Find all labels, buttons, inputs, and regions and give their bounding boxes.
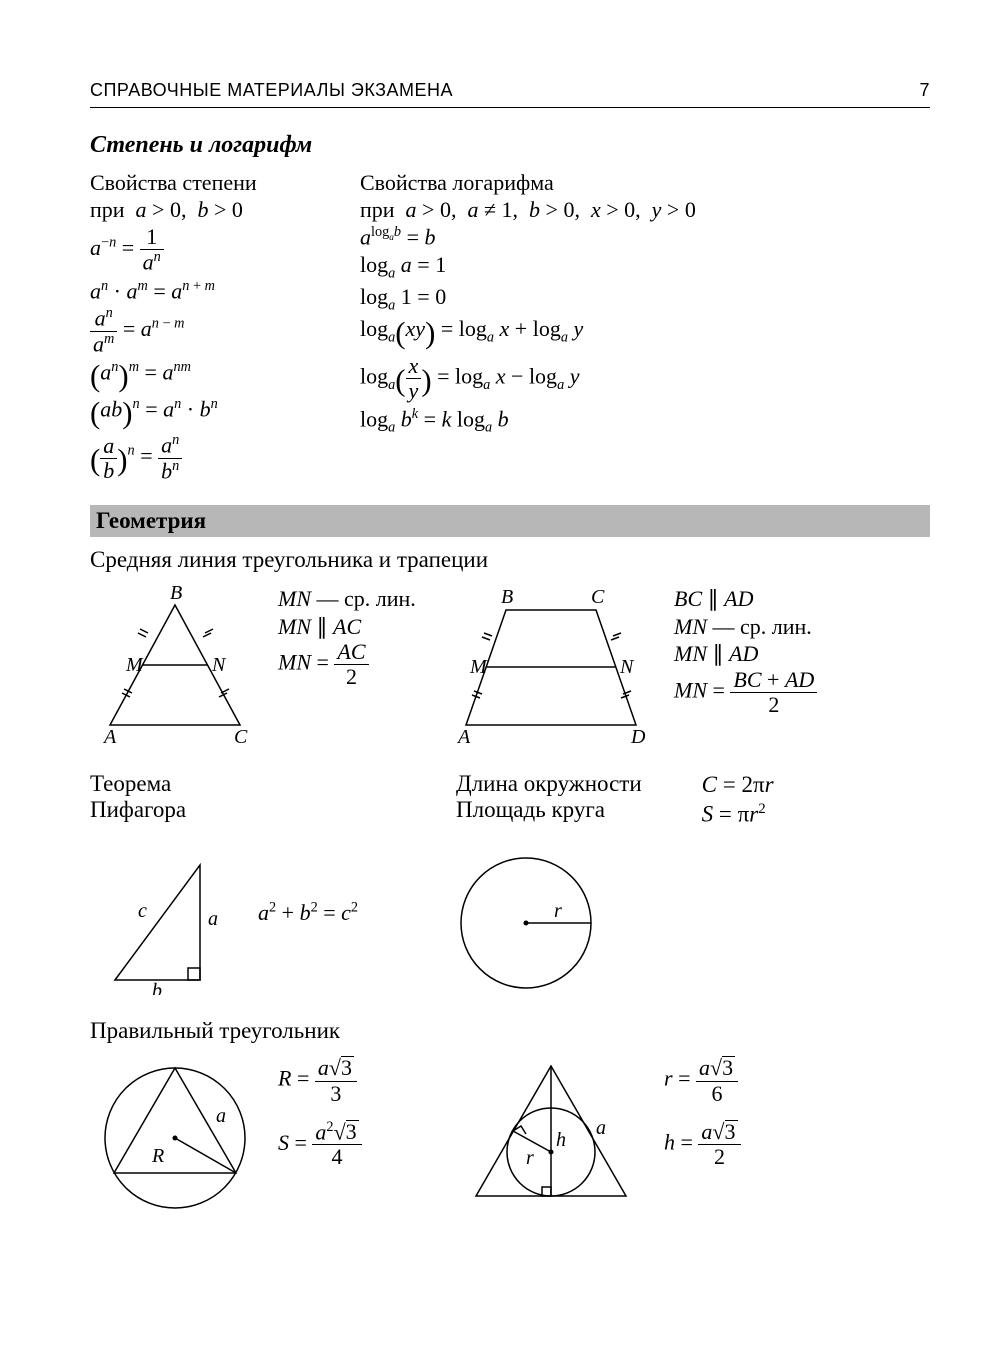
pyth-circle-row: Теорема Пифагора Длина окружности Площад…: [90, 763, 930, 833]
inscribed-figure: hr a: [456, 1056, 646, 1216]
svg-text:D: D: [630, 726, 646, 745]
power-f3: anam = an − m: [90, 306, 330, 356]
trapezoid-midline-text: BC ∥ AD MN — ср. лин. MN ∥ AD MN = BC + …: [674, 585, 817, 717]
svg-text:b: b: [152, 980, 162, 995]
tri-l3: MN = AC2: [278, 640, 428, 689]
page-header: СПРАВОЧНЫЕ МАТЕРИАЛЫ ЭКЗАМЕНА 7: [90, 80, 930, 101]
svg-text:a: a: [596, 1117, 606, 1139]
log-h2: при a > 0, a ≠ 1, b > 0, x > 0, y > 0: [360, 198, 930, 221]
reg-R: R = a√33: [278, 1056, 438, 1105]
svg-text:N: N: [619, 656, 635, 678]
section-band-geometry: Геометрия: [90, 505, 930, 537]
circ-t1: Длина окружности: [456, 771, 642, 796]
section-title-powlog: Степень и логарифм: [90, 132, 930, 159]
trapezoid-midline-figure: B C M N A D: [446, 585, 656, 745]
header-rule: [90, 107, 930, 108]
power-f1: a−n = 1an: [90, 225, 330, 275]
svg-text:R: R: [151, 1145, 164, 1167]
log-f2: loga a = 1: [360, 253, 930, 281]
power-f6: (ab)n = anbn: [90, 433, 330, 483]
svg-text:M: M: [469, 656, 488, 678]
log-f4: loga(xy) = loga x + loga y: [360, 317, 930, 349]
svg-text:B: B: [170, 585, 182, 604]
reg-S: S = a2√34: [278, 1120, 438, 1170]
power-h1: Свойства степени: [90, 171, 330, 194]
power-f5: (ab)n = an · bn: [90, 397, 330, 429]
svg-text:a: a: [216, 1105, 226, 1127]
pyth-title: Теорема Пифагора: [90, 771, 240, 823]
midline-title: Средняя линия треугольника и трапеции: [90, 547, 930, 573]
log-column: Свойства логарифма при a > 0, a ≠ 1, b >…: [360, 167, 930, 487]
svg-text:c: c: [138, 900, 147, 922]
reg-title: Правильный треугольник: [90, 1018, 930, 1044]
log-f6: loga bk = k loga b: [360, 407, 930, 436]
trap-l2: MN ∥ AD: [674, 640, 817, 668]
svg-text:h: h: [556, 1129, 566, 1151]
tri-l2: MN ∥ AC: [278, 613, 428, 641]
reg-h: h = a√32: [664, 1120, 741, 1169]
reg-circ-formulas: R = a√33 S = a2√34: [278, 1056, 438, 1169]
svg-text:B: B: [501, 586, 513, 608]
log-f1: alogab = b: [360, 225, 930, 248]
reg-r: r = a√36: [664, 1056, 741, 1105]
circ-t2: Площадь круга: [456, 797, 605, 822]
svg-text:N: N: [211, 654, 227, 676]
power-f4: (an)m = anm: [90, 360, 330, 392]
page-number: 7: [919, 80, 930, 101]
trap-l1: MN — ср. лин.: [674, 613, 817, 641]
reg-row: Ra R = a√33 S = a2√34 hr a r = a√36 h = a…: [90, 1056, 930, 1216]
log-f3: loga 1 = 0: [360, 285, 930, 313]
pyth-circle-figs: c a b a2 + b2 = c2 r: [90, 845, 930, 1000]
svg-text:r: r: [554, 900, 562, 922]
svg-text:C: C: [234, 726, 248, 745]
circle-titles: Длина окружности Площадь круга C = 2πr S…: [456, 771, 930, 829]
log-h1: Свойства логарифма: [360, 171, 930, 194]
svg-text:M: M: [125, 654, 144, 676]
trap-l0: BC ∥ AD: [674, 585, 817, 613]
svg-text:r: r: [526, 1147, 534, 1169]
tri-l1: MN — ср. лин.: [278, 585, 428, 613]
powlog-columns: Свойства степени при a > 0, b > 0 a−n = …: [90, 167, 930, 487]
log-f5: loga(xy) = loga x − loga y: [360, 354, 930, 403]
right-triangle-figure: c a b: [90, 845, 240, 995]
power-h2: при a > 0, b > 0: [90, 198, 330, 221]
circle-figure: r: [446, 845, 606, 1000]
svg-text:C: C: [591, 586, 605, 608]
power-column: Свойства степени при a > 0, b > 0 a−n = …: [90, 167, 330, 487]
triangle-midline-text: MN — ср. лин. MN ∥ AC MN = AC2: [278, 585, 428, 689]
header-left: СПРАВОЧНЫЕ МАТЕРИАЛЫ ЭКЗАМЕНА: [90, 80, 453, 101]
trap-l3: MN = BC + AD2: [674, 668, 817, 717]
triangle-midline-figure: B M N A C: [90, 585, 260, 745]
circumscribed-figure: Ra: [90, 1056, 260, 1216]
power-f2: an · am = an + m: [90, 279, 330, 302]
svg-text:A: A: [102, 726, 117, 745]
pyth-formula: a2 + b2 = c2: [258, 845, 428, 930]
midline-row: B M N A C MN — ср. лин. MN ∥ AC MN = AC2 B…: [90, 585, 930, 745]
reg-insc-formulas: r = a√36 h = a√32: [664, 1056, 741, 1169]
svg-text:a: a: [208, 908, 218, 930]
svg-text:A: A: [456, 726, 471, 745]
